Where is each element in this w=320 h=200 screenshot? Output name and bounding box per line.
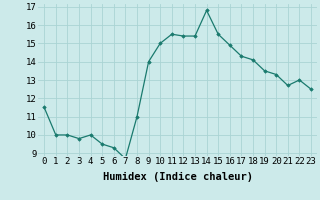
X-axis label: Humidex (Indice chaleur): Humidex (Indice chaleur) [103, 172, 252, 182]
